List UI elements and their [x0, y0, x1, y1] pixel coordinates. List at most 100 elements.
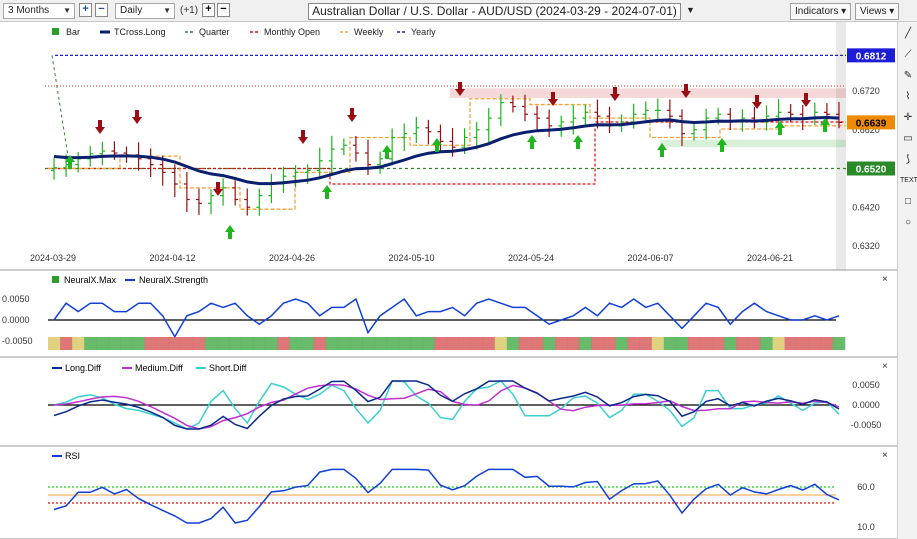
- pen-icon[interactable]: ✎: [903, 70, 913, 81]
- close-panel-icon[interactable]: ×: [882, 450, 888, 461]
- neural-max-cell: [531, 337, 544, 350]
- down-arrow-icon: [681, 84, 691, 98]
- price-tick-label: 0.6720: [852, 86, 880, 96]
- neural-max-cell: [374, 337, 387, 350]
- neural-max-cell: [591, 337, 604, 350]
- neural-max-cell: [48, 337, 61, 350]
- close-panel-icon[interactable]: ×: [882, 274, 888, 285]
- date-tick-label: 2024-05-24: [508, 253, 554, 263]
- text-icon[interactable]: TEXT: [900, 177, 917, 184]
- neural-max-cell: [253, 337, 266, 350]
- symbol-title[interactable]: Australian Dollar / U.S. Dollar - AUD/US…: [308, 3, 681, 20]
- neural-max-cell: [458, 337, 471, 350]
- date-tick-label: 2024-05-10: [388, 253, 434, 263]
- chevron-down-icon[interactable]: ▼: [686, 5, 695, 15]
- legend-label: Yearly: [411, 27, 436, 37]
- neural-max-cell: [72, 337, 85, 350]
- date-tick-label: 2024-06-21: [747, 253, 793, 263]
- rect-icon[interactable]: □: [904, 196, 912, 207]
- price-tag-label: 0.6812: [856, 51, 887, 62]
- note-icon[interactable]: ▭: [903, 133, 913, 144]
- neural-max-cell: [301, 337, 314, 350]
- zoom-out-button[interactable]: −: [95, 3, 108, 17]
- neural-max-cell: [398, 337, 411, 350]
- neural-max-cell: [325, 337, 339, 350]
- neural-max-cell: [289, 337, 302, 350]
- neural-max-cell: [422, 337, 435, 350]
- minus-button[interactable]: −: [217, 3, 230, 17]
- price-tag-label: 0.6520: [856, 165, 887, 176]
- rsi-panel: × 60.0 10.0 RSI: [0, 448, 897, 539]
- neural-max-cell: [60, 337, 73, 350]
- neural-max-cell: [555, 337, 568, 350]
- neural-max-cell: [663, 337, 677, 350]
- neural-max-cell: [615, 337, 628, 350]
- neural-tick-label: -0.0050: [2, 336, 33, 346]
- ellipse-icon[interactable]: ○: [904, 217, 912, 228]
- neural-max-cell: [688, 337, 701, 350]
- price-panel: 0.6720 0.6620 0.6420 0.6320 0.6812 0.6639 0.65…: [0, 22, 897, 271]
- down-arrow-icon: [298, 130, 308, 144]
- neural-max-cell: [567, 337, 580, 350]
- price-scroll-strip: [836, 22, 846, 270]
- neural-max-cell: [820, 337, 834, 350]
- neural-max-cell: [386, 337, 399, 350]
- neural-max-cell: [192, 337, 206, 350]
- rsi-line: [53, 468, 840, 524]
- close-panel-icon[interactable]: ×: [882, 361, 888, 372]
- up-arrow-icon: [820, 118, 830, 132]
- indicators-dropdown[interactable]: Indicators ▾: [790, 3, 852, 20]
- interval-select[interactable]: Daily ▼: [115, 3, 175, 19]
- neural-max-cell: [120, 337, 133, 350]
- legend-label: Bar: [66, 27, 80, 37]
- price-bg: [0, 22, 846, 270]
- neural-max-cell: [518, 337, 532, 350]
- date-tick-label: 2024-04-12: [149, 253, 195, 263]
- price-tag: [847, 161, 895, 176]
- brush-icon[interactable]: ⌇: [905, 91, 911, 102]
- ray-icon[interactable]: ⟋: [904, 49, 912, 60]
- neural-max-cell: [180, 337, 194, 350]
- legend-label: Monthly Open: [264, 27, 320, 37]
- legend-label: Weekly: [354, 27, 384, 37]
- down-arrow-icon: [548, 92, 558, 106]
- down-arrow-icon: [610, 87, 620, 101]
- neural-max-cell: [832, 337, 846, 350]
- up-arrow-icon: [432, 138, 442, 152]
- neural-max-cell: [410, 337, 423, 350]
- up-arrow-icon: [65, 155, 75, 169]
- plus-button[interactable]: +: [202, 3, 215, 17]
- neural-max-cell: [168, 337, 182, 350]
- line-icon[interactable]: ╱: [904, 28, 912, 39]
- support-zone: [660, 139, 846, 148]
- zoom-in-button[interactable]: +: [79, 3, 92, 17]
- legend-label: Medium.Diff: [135, 363, 183, 373]
- neural-max-cell: [470, 337, 484, 350]
- up-arrow-icon: [527, 135, 537, 149]
- period-select[interactable]: 3 Months ▼: [3, 3, 75, 19]
- diff-tick-label: -0.0050: [851, 420, 882, 430]
- interval-value: Daily: [120, 5, 143, 16]
- neural-max-cell: [796, 337, 810, 350]
- trend-icon[interactable]: ⟆: [906, 154, 910, 165]
- chart-area[interactable]: 0.6720 0.6620 0.6420 0.6320 0.6812 0.6639 0.65…: [0, 22, 897, 539]
- crosshair-icon[interactable]: ✛: [903, 112, 913, 123]
- period-value: 3 Months: [8, 5, 50, 16]
- neural-max-cell: [204, 337, 218, 350]
- date-tick-label: 2024-06-07: [627, 253, 673, 263]
- quarter-transition: [51, 55, 71, 169]
- rsi-tick-label: 60.0: [857, 482, 875, 492]
- neural-panel: × 0.0050 0.0000 -0.0050 NeuralX.Max NeuralX.S…: [0, 272, 897, 358]
- diff-tick-label: 0.0000: [852, 400, 880, 410]
- neural-max-cell: [84, 337, 97, 350]
- indicators-label: Indicators: [795, 6, 839, 17]
- views-dropdown[interactable]: Views ▾: [855, 3, 900, 20]
- diff-panel: ×0.0050 0.0000 -0.0050 Long.Diff Medium.Diff…: [0, 359, 897, 447]
- down-arrow-icon: [752, 95, 762, 109]
- neural-max-cell: [277, 337, 290, 350]
- neural-max-cell: [724, 337, 737, 350]
- price-tag-label: 0.6639: [856, 118, 887, 129]
- neural-max-cell: [229, 337, 242, 350]
- up-arrow-icon: [717, 138, 727, 152]
- legend-swatch: [52, 28, 59, 35]
